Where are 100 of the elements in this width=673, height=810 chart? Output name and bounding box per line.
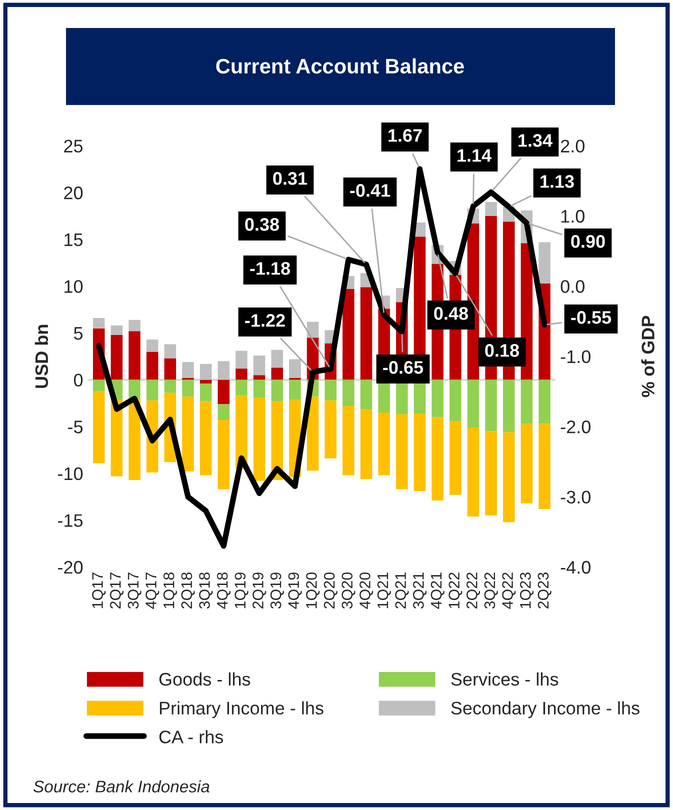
x-tick-label: 3Q18 bbox=[199, 572, 213, 609]
data-label: 0.90 bbox=[571, 235, 605, 248]
y-tick-label: -10 bbox=[58, 467, 83, 480]
bar bbox=[200, 384, 212, 402]
x-tick-label: 1Q20 bbox=[306, 572, 320, 608]
bar bbox=[128, 331, 140, 380]
data-label: 1.34 bbox=[518, 134, 552, 147]
bar bbox=[92, 380, 105, 392]
data-label: 0.48 bbox=[434, 307, 468, 320]
bar bbox=[485, 202, 497, 216]
bar bbox=[128, 320, 140, 332]
bar bbox=[289, 359, 301, 378]
x-tick-label: 3Q19 bbox=[270, 572, 284, 609]
legend-label: Services - lhs bbox=[451, 672, 558, 686]
y-tick-label: 10 bbox=[64, 280, 83, 293]
bar bbox=[360, 410, 372, 480]
data-label: 0.18 bbox=[485, 344, 520, 357]
y2-tick-label: -2.0 bbox=[560, 420, 590, 434]
data-label: -1.18 bbox=[250, 262, 290, 275]
bar bbox=[182, 396, 194, 472]
x-tick-label: 3Q17 bbox=[128, 572, 142, 609]
bar bbox=[538, 424, 550, 509]
bar bbox=[253, 355, 266, 376]
chart-title: Current Account Balance bbox=[216, 58, 464, 74]
x-tick-label: 1Q18 bbox=[163, 572, 178, 608]
bar bbox=[360, 380, 372, 410]
legend-label: Secondary Income - lhs bbox=[451, 701, 640, 718]
x-tick-label: 4Q20 bbox=[360, 572, 374, 609]
bar bbox=[253, 375, 266, 380]
bar bbox=[450, 380, 462, 421]
x-tick-label: 3Q21 bbox=[413, 572, 427, 609]
x-tick-label: 1Q21 bbox=[377, 572, 391, 608]
bar bbox=[218, 420, 230, 490]
data-label: -0.65 bbox=[383, 361, 424, 374]
bar bbox=[520, 424, 533, 504]
x-tick-label: 1Q23 bbox=[520, 572, 534, 608]
bar bbox=[485, 431, 497, 516]
data-label: -0.41 bbox=[350, 184, 390, 197]
y2-tick-label: 0.0 bbox=[560, 280, 584, 293]
bar bbox=[253, 398, 266, 481]
data-label: 0.38 bbox=[245, 218, 280, 231]
bar bbox=[485, 380, 497, 432]
bar bbox=[164, 344, 176, 358]
bar bbox=[146, 340, 158, 352]
x-tick-label: 3Q22 bbox=[484, 572, 498, 609]
x-tick-label: 1Q17 bbox=[92, 572, 106, 608]
bar bbox=[450, 420, 462, 495]
bar bbox=[200, 401, 212, 476]
bar bbox=[200, 380, 212, 384]
bar bbox=[236, 368, 248, 380]
y2-tick-label: 1.0 bbox=[561, 210, 584, 223]
bar bbox=[164, 380, 176, 393]
bar bbox=[182, 362, 194, 378]
legend-label: CA - rhs bbox=[159, 730, 224, 744]
x-tick-label: 2Q23 bbox=[538, 572, 552, 608]
bar bbox=[396, 414, 408, 490]
bar bbox=[236, 350, 248, 369]
bar bbox=[236, 380, 248, 396]
bar bbox=[289, 380, 301, 400]
bar bbox=[306, 396, 319, 471]
bar bbox=[146, 352, 158, 380]
bar bbox=[271, 350, 284, 368]
y2-tick-label: -1.0 bbox=[560, 350, 590, 364]
bar bbox=[432, 417, 444, 501]
y2-tick-label: 2.0 bbox=[560, 140, 584, 153]
data-label: -1.22 bbox=[245, 314, 285, 327]
y-tick-label: -20 bbox=[58, 560, 83, 574]
bar bbox=[538, 380, 550, 424]
bar bbox=[467, 428, 480, 516]
bar bbox=[271, 380, 284, 402]
y-tick-label: 15 bbox=[64, 234, 83, 246]
source-note: Source: Bank Indonesia bbox=[33, 780, 210, 792]
bar bbox=[342, 289, 354, 380]
bar bbox=[218, 361, 230, 380]
y-tick-label: -15 bbox=[58, 514, 83, 527]
bar bbox=[502, 432, 515, 522]
bar bbox=[92, 318, 105, 328]
data-label: 1.67 bbox=[388, 129, 422, 142]
y-tick-label: -5 bbox=[68, 420, 83, 434]
data-label: 1.13 bbox=[540, 175, 574, 188]
bar bbox=[378, 412, 390, 476]
y-tick-label: 5 bbox=[74, 327, 83, 340]
bar bbox=[146, 380, 158, 400]
x-tick-label: 2Q20 bbox=[324, 572, 338, 608]
bar bbox=[324, 380, 336, 400]
bar bbox=[502, 380, 515, 432]
x-tick-label: 4Q18 bbox=[216, 572, 230, 609]
bar bbox=[342, 380, 354, 406]
data-label: 1.14 bbox=[458, 149, 492, 162]
y-tick-label: 0 bbox=[74, 374, 83, 387]
x-tick-label: 1Q19 bbox=[234, 572, 248, 608]
y2-tick-label: -3.0 bbox=[560, 490, 590, 504]
bar bbox=[218, 404, 230, 420]
x-tick-label: 2Q22 bbox=[466, 572, 480, 608]
x-tick-label: 2Q21 bbox=[395, 572, 409, 608]
x-tick-label: 4Q17 bbox=[146, 572, 160, 609]
x-tick-label: 4Q19 bbox=[288, 572, 302, 609]
bar bbox=[467, 380, 480, 428]
bar bbox=[414, 413, 426, 492]
bar bbox=[538, 242, 550, 284]
